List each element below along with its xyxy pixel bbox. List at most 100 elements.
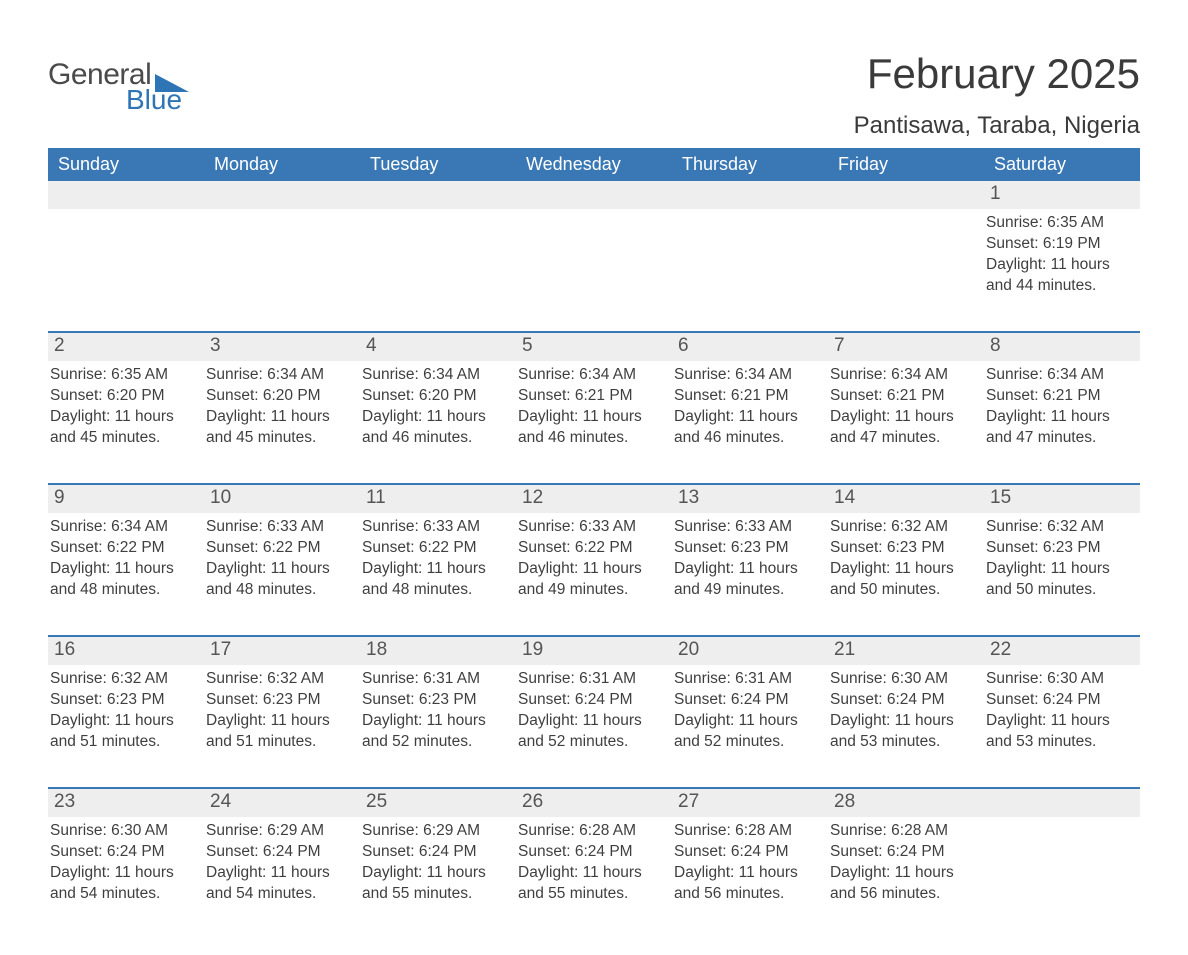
day-line: Daylight: 11 hours — [986, 255, 1134, 276]
day-line: Sunset: 6:24 PM — [986, 690, 1134, 711]
day-line: Sunset: 6:24 PM — [830, 842, 978, 863]
day-line: Sunset: 6:19 PM — [986, 234, 1134, 255]
day-line: Sunrise: 6:34 AM — [518, 365, 666, 386]
day-line: Sunset: 6:22 PM — [50, 538, 198, 559]
day-line: Sunset: 6:22 PM — [206, 538, 354, 559]
day-line: and 51 minutes. — [206, 732, 354, 753]
day-line: Daylight: 11 hours — [674, 711, 822, 732]
weekday-label: Monday — [204, 148, 360, 181]
calendar-week: 16171819202122Sunrise: 6:32 AMSunset: 6:… — [48, 635, 1140, 753]
day-line: and 44 minutes. — [986, 276, 1134, 297]
day-line: Sunset: 6:22 PM — [362, 538, 510, 559]
weekday-label: Wednesday — [516, 148, 672, 181]
day-line: and 53 minutes. — [986, 732, 1134, 753]
day-content — [984, 817, 1140, 905]
day-line: Sunrise: 6:30 AM — [50, 821, 198, 842]
day-content — [204, 209, 360, 297]
day-content: Sunrise: 6:34 AMSunset: 6:21 PMDaylight:… — [672, 361, 828, 449]
day-number — [360, 181, 516, 209]
day-line: and 46 minutes. — [674, 428, 822, 449]
day-number: 3 — [204, 333, 360, 361]
day-content: Sunrise: 6:29 AMSunset: 6:24 PMDaylight:… — [204, 817, 360, 905]
day-line: and 48 minutes. — [50, 580, 198, 601]
day-content: Sunrise: 6:33 AMSunset: 6:22 PMDaylight:… — [204, 513, 360, 601]
day-line: Daylight: 11 hours — [986, 559, 1134, 580]
day-line: Sunrise: 6:28 AM — [830, 821, 978, 842]
calendar: Sunday Monday Tuesday Wednesday Thursday… — [48, 148, 1140, 905]
day-line: Daylight: 11 hours — [674, 407, 822, 428]
weeks-container: 1Sunrise: 6:35 AMSunset: 6:19 PMDaylight… — [48, 181, 1140, 905]
day-number: 10 — [204, 485, 360, 513]
day-line: Daylight: 11 hours — [50, 559, 198, 580]
day-number: 16 — [48, 637, 204, 665]
day-line: Sunrise: 6:34 AM — [50, 517, 198, 538]
daycontent-row: Sunrise: 6:30 AMSunset: 6:24 PMDaylight:… — [48, 817, 1140, 905]
weekday-label: Tuesday — [360, 148, 516, 181]
day-line: and 45 minutes. — [50, 428, 198, 449]
day-content — [516, 209, 672, 297]
day-line: Sunset: 6:23 PM — [50, 690, 198, 711]
day-number: 7 — [828, 333, 984, 361]
day-line: Sunset: 6:20 PM — [362, 386, 510, 407]
day-line: and 54 minutes. — [50, 884, 198, 905]
day-line: Daylight: 11 hours — [830, 407, 978, 428]
day-line: Sunset: 6:24 PM — [674, 690, 822, 711]
day-line: and 52 minutes. — [518, 732, 666, 753]
day-number — [516, 181, 672, 209]
weekday-label: Sunday — [48, 148, 204, 181]
weekday-header-row: Sunday Monday Tuesday Wednesday Thursday… — [48, 148, 1140, 181]
day-line: Sunset: 6:24 PM — [518, 690, 666, 711]
day-line: Daylight: 11 hours — [206, 863, 354, 884]
day-line: Daylight: 11 hours — [362, 559, 510, 580]
day-line: Daylight: 11 hours — [830, 863, 978, 884]
day-line: and 54 minutes. — [206, 884, 354, 905]
day-line: and 56 minutes. — [674, 884, 822, 905]
daycontent-row: Sunrise: 6:35 AMSunset: 6:19 PMDaylight:… — [48, 209, 1140, 297]
day-number — [984, 789, 1140, 817]
day-line: Sunrise: 6:28 AM — [674, 821, 822, 842]
day-line: Sunset: 6:23 PM — [830, 538, 978, 559]
day-number — [672, 181, 828, 209]
day-content: Sunrise: 6:33 AMSunset: 6:22 PMDaylight:… — [360, 513, 516, 601]
day-line: Sunset: 6:22 PM — [518, 538, 666, 559]
day-line: Daylight: 11 hours — [206, 407, 354, 428]
day-number: 24 — [204, 789, 360, 817]
location-subtitle: Pantisawa, Taraba, Nigeria — [854, 112, 1140, 140]
brand-logo: General Blue — [48, 50, 189, 116]
day-line: Sunset: 6:21 PM — [830, 386, 978, 407]
day-line: Sunset: 6:23 PM — [986, 538, 1134, 559]
day-line: Sunset: 6:24 PM — [674, 842, 822, 863]
day-line: Sunset: 6:23 PM — [206, 690, 354, 711]
day-line: and 50 minutes. — [986, 580, 1134, 601]
day-line: Sunset: 6:24 PM — [362, 842, 510, 863]
day-line: Sunrise: 6:34 AM — [362, 365, 510, 386]
day-line: Daylight: 11 hours — [50, 863, 198, 884]
day-line: Sunset: 6:21 PM — [518, 386, 666, 407]
day-line: Sunrise: 6:32 AM — [830, 517, 978, 538]
day-number: 17 — [204, 637, 360, 665]
day-line: Daylight: 11 hours — [830, 711, 978, 732]
day-line: and 46 minutes. — [362, 428, 510, 449]
day-line: Sunrise: 6:35 AM — [986, 213, 1134, 234]
header: General Blue February 2025 Pantisawa, Ta… — [48, 50, 1140, 140]
day-number: 11 — [360, 485, 516, 513]
day-line: Daylight: 11 hours — [986, 711, 1134, 732]
day-content: Sunrise: 6:34 AMSunset: 6:21 PMDaylight:… — [828, 361, 984, 449]
day-line: and 53 minutes. — [830, 732, 978, 753]
day-line: Sunset: 6:24 PM — [50, 842, 198, 863]
day-number: 15 — [984, 485, 1140, 513]
day-content: Sunrise: 6:29 AMSunset: 6:24 PMDaylight:… — [360, 817, 516, 905]
day-content: Sunrise: 6:35 AMSunset: 6:19 PMDaylight:… — [984, 209, 1140, 297]
day-line: Sunset: 6:23 PM — [362, 690, 510, 711]
day-line: Sunrise: 6:30 AM — [830, 669, 978, 690]
day-number: 1 — [984, 181, 1140, 209]
day-line: Sunrise: 6:33 AM — [518, 517, 666, 538]
calendar-week: 9101112131415Sunrise: 6:34 AMSunset: 6:2… — [48, 483, 1140, 601]
day-line: Sunrise: 6:32 AM — [50, 669, 198, 690]
day-number: 6 — [672, 333, 828, 361]
day-content — [360, 209, 516, 297]
calendar-week: 1Sunrise: 6:35 AMSunset: 6:19 PMDaylight… — [48, 181, 1140, 297]
day-content: Sunrise: 6:33 AMSunset: 6:23 PMDaylight:… — [672, 513, 828, 601]
day-content: Sunrise: 6:28 AMSunset: 6:24 PMDaylight:… — [672, 817, 828, 905]
day-line: Sunrise: 6:35 AM — [50, 365, 198, 386]
